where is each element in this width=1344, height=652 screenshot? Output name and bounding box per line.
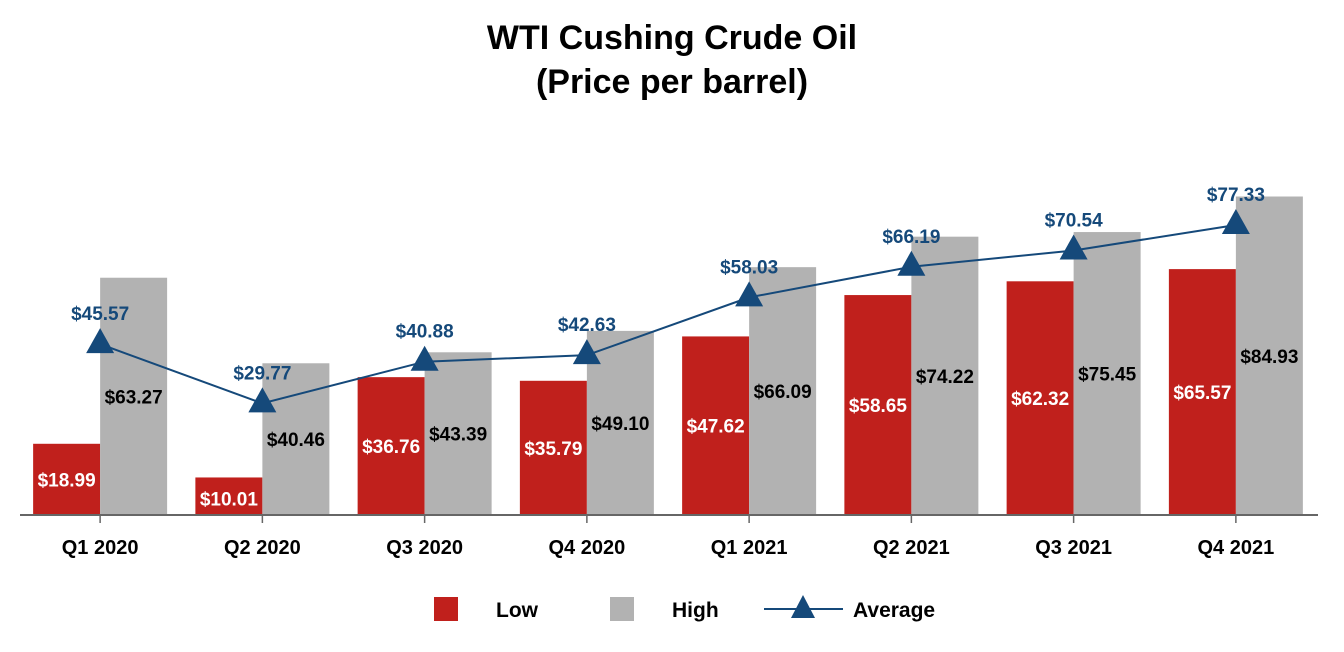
low-bar-label: $65.57 <box>1173 383 1231 404</box>
low-bar <box>1006 281 1074 515</box>
average-marker <box>735 281 764 307</box>
average-label: $42.63 <box>558 315 616 336</box>
chart-subtitle: (Price per barrel) <box>535 63 809 101</box>
low-bar-label: $10.01 <box>200 489 259 510</box>
high-bar-label: $74.22 <box>916 367 974 388</box>
average-label: $29.77 <box>233 363 291 384</box>
high-bar-label: $63.27 <box>105 387 163 408</box>
legend-average-label: Average <box>853 599 935 622</box>
average-marker <box>897 250 926 276</box>
high-bar-label: $75.45 <box>1078 365 1137 386</box>
x-tick-label: Q3 2020 <box>386 537 463 559</box>
average-marker <box>86 328 115 354</box>
average-label: $58.03 <box>720 257 778 278</box>
x-tick-label: Q2 2020 <box>224 537 301 559</box>
low-bar-label: $35.79 <box>524 439 582 460</box>
low-bar <box>1168 269 1236 515</box>
average-line-layer: $45.57 $29.77 $40.88 $42.63 $58.03 $66.19 $70.… <box>71 185 1265 413</box>
low-bar <box>357 377 425 515</box>
legend: Low High Average <box>434 595 935 622</box>
high-bar <box>1235 196 1303 515</box>
legend-high-label: High <box>672 599 719 622</box>
high-bar <box>749 267 817 515</box>
high-bar <box>911 236 979 516</box>
x-tick-label: Q1 2020 <box>62 537 139 559</box>
chart-title: WTI Cushing Crude Oil <box>486 19 858 57</box>
average-marker <box>410 345 439 371</box>
high-bar <box>1073 232 1141 515</box>
high-bar <box>100 277 168 515</box>
average-label: $77.33 <box>1207 185 1265 206</box>
average-marker <box>248 387 277 413</box>
average-label: $45.57 <box>71 304 129 325</box>
low-bar-label: $62.32 <box>1011 389 1069 410</box>
x-tick-label: Q2 2021 <box>873 537 950 559</box>
x-tick-label: Q3 2021 <box>1035 537 1112 559</box>
high-bar-label: $66.09 <box>754 382 812 403</box>
high-bar-label: $40.46 <box>267 430 325 451</box>
high-bar <box>424 352 492 515</box>
low-bar <box>519 380 587 515</box>
low-bar-label: $36.76 <box>362 437 420 458</box>
average-label: $70.54 <box>1045 210 1104 231</box>
low-bar-label: $18.99 <box>38 470 96 491</box>
low-bar <box>195 477 263 515</box>
high-bar-label: $43.39 <box>429 425 487 446</box>
x-axis: Q1 2020 Q2 2020 Q3 2020 Q4 2020 Q1 2021 Q2 20… <box>20 514 1318 559</box>
low-bar <box>33 443 101 515</box>
low-bar <box>682 336 750 515</box>
high-bar-label: $84.93 <box>1240 347 1298 368</box>
average-marker <box>572 339 601 365</box>
average-line <box>99 224 1237 405</box>
average-marker <box>1059 234 1088 260</box>
average-marker <box>1221 209 1250 235</box>
legend-average-marker <box>791 595 815 618</box>
average-label: $40.88 <box>396 322 454 343</box>
x-tick-label: Q1 2021 <box>711 537 788 559</box>
average-label: $66.19 <box>882 227 940 248</box>
high-bar-label: $49.10 <box>591 414 649 435</box>
low-bar-label: $47.62 <box>687 417 745 438</box>
low-bar-label: $58.65 <box>849 396 908 417</box>
legend-high-swatch <box>610 597 634 621</box>
low-bar <box>844 295 912 515</box>
x-tick-label: Q4 2021 <box>1198 537 1275 559</box>
chart-title-block: WTI Cushing Crude Oil (Price per barrel) <box>0 16 1344 104</box>
legend-low-swatch <box>434 597 458 621</box>
legend-low-label: Low <box>496 599 539 622</box>
x-tick-label: Q4 2020 <box>549 537 626 559</box>
